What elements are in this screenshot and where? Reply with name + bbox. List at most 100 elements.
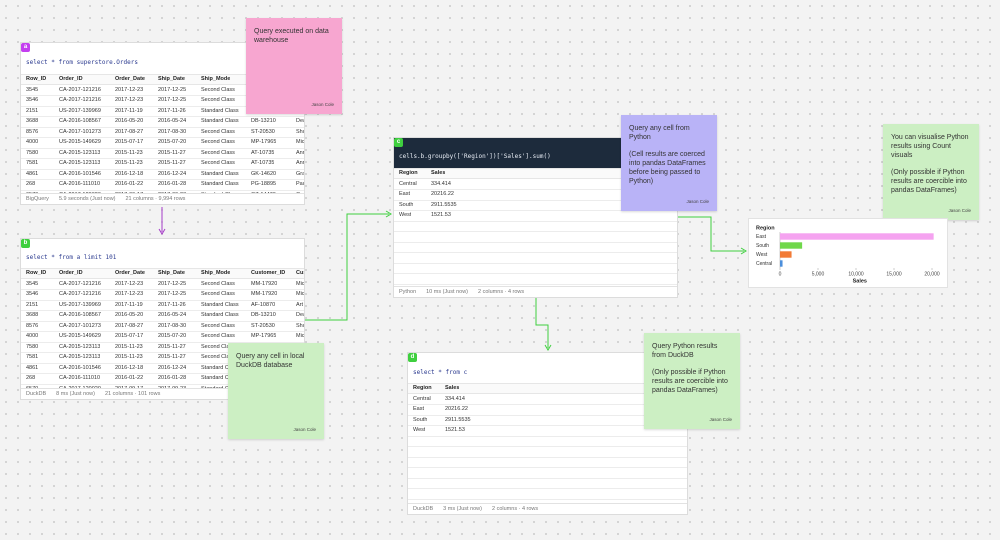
table-cell: 7581 (26, 160, 39, 166)
table-cell: 2017-11-26 (158, 301, 186, 308)
cell-footer: BigQuery 5.9 seconds (Just now) 21 columns… (21, 193, 304, 204)
row-line (408, 446, 687, 447)
table-cell: 2017-08-30 (158, 322, 187, 329)
table-cell: AT-10735 (251, 160, 275, 166)
table-cell: Central (399, 180, 417, 187)
cell-label: d (408, 353, 417, 362)
column-header: Row_ID (26, 270, 47, 276)
table-cell: Second Class (201, 291, 235, 297)
footer-source: Python (399, 289, 417, 295)
row-line (21, 352, 304, 353)
arrow-head (544, 344, 552, 351)
table-cell: 1521.53 (445, 427, 465, 433)
row-line (408, 456, 687, 458)
chart: Region Sales 0 5,000 10,000 15,000 20,000 East S… (756, 225, 940, 284)
table-cell: 3546 (26, 291, 39, 297)
table-cell: 4000 (26, 333, 39, 339)
table-cell: 8576 (26, 322, 39, 329)
row-line (21, 158, 304, 159)
cell-code: select * from c (413, 369, 468, 376)
table-cell: MP-17965 (251, 139, 277, 145)
footer-shape: 2 columns · 4 rows (478, 289, 525, 295)
table-cell: Second Class (201, 160, 235, 166)
row-line (394, 262, 677, 264)
table-cell: 2017-11-19 (115, 301, 143, 308)
row-line (21, 310, 304, 311)
table-cell: 2015-07-17 (115, 139, 144, 145)
row-line (21, 320, 304, 322)
table-cell: Shu (296, 322, 305, 329)
table-cell: Central (413, 395, 431, 402)
footer-time: 8 ms (Just now) (56, 391, 95, 397)
table-cell: US-2015-149629 (59, 139, 101, 145)
column-header: Region (399, 170, 418, 176)
table-cell: 2017-12-25 (158, 97, 187, 103)
note-text: Query executed on data warehouse (254, 28, 329, 45)
row-line (21, 105, 304, 107)
table-cell: 268 (26, 375, 36, 381)
table-cell: 2015-11-27 (158, 354, 186, 360)
table-cell: South (413, 416, 428, 423)
table-cell: MM-17920 (251, 280, 278, 287)
table-cell: 8576 (26, 128, 39, 135)
cell-footer: DuckDB 8 ms (Just now) 21 columns · 101 ro… (21, 388, 304, 399)
table-cell: 2151 (26, 301, 39, 308)
column-header: Order_ID (59, 270, 83, 276)
table-cell: CA-2016-111010 (59, 375, 101, 381)
note-text: (Only possible if Python results are coe… (891, 169, 967, 195)
column-header: Order_ID (59, 76, 83, 82)
table-cell: 2017-08-27 (115, 128, 144, 135)
header-bg (408, 383, 687, 394)
footer-source: BigQuery (26, 196, 49, 202)
table-cell: ST-20530 (251, 322, 275, 329)
x-tick-label: 15,000 (886, 271, 902, 277)
row-line (21, 373, 304, 374)
table-cell: 7581 (26, 354, 39, 360)
x-tick-label: 10,000 (848, 271, 864, 277)
table-cell: 3545 (26, 280, 39, 287)
note-text: Query Python results from DuckDB (652, 343, 718, 360)
table-cell: 2017-08-27 (115, 322, 144, 329)
sticky-note: Query any cell in local DuckDB database J… (228, 343, 324, 439)
table-cell: 2017-12-25 (158, 86, 187, 93)
row-line (21, 95, 304, 96)
table-cell: 3688 (26, 118, 39, 124)
row-line (21, 179, 304, 180)
table-cell: 2016-12-24 (158, 170, 187, 177)
cell-footer: Python 10 ms (Just now) 2 columns · 4 rows (394, 286, 677, 297)
table-cell: MP-17965 (251, 333, 277, 339)
table-cell: Dea (296, 118, 304, 124)
table-cell: 2017-11-26 (158, 107, 186, 114)
axis-title: Region (756, 225, 775, 231)
cell-code: select * from a limit 101 (26, 254, 117, 261)
sticky-note: Query Python results from DuckDB (Only po… (644, 333, 740, 429)
table-cell: Standard Class (201, 301, 239, 308)
cell: d select * from c Region Sales Central 334.41… (407, 352, 688, 515)
table-cell: CA-2015-123113 (59, 160, 101, 166)
table-cell: 2017-12-23 (115, 280, 144, 287)
table-cell: CA-2017-101273 (59, 128, 101, 135)
table-cell: 2017-12-25 (158, 291, 187, 297)
table-cell: Standard Class (201, 364, 239, 371)
note-text: Query any cell from Python (629, 125, 690, 142)
table-cell: 2017-12-23 (115, 86, 144, 93)
table-cell: Pau (296, 181, 305, 187)
table-cell: 2151 (26, 107, 39, 114)
sticky-note: Query executed on data warehouse Jason Co… (246, 18, 342, 114)
note-text: (Cell results are coerced into pandas Da… (629, 151, 706, 186)
row-line (408, 467, 687, 468)
table-cell: 2015-11-23 (115, 354, 143, 360)
table-cell: Second Class (201, 333, 235, 339)
table-cell: 2016-01-22 (115, 181, 144, 187)
arrow (305, 213, 389, 321)
row-line (408, 404, 687, 405)
table-cell: Second Class (201, 322, 235, 329)
table-cell: 2015-11-27 (158, 149, 186, 156)
table-cell: 2911.5535 (431, 201, 457, 208)
x-tick-label: 20,000 (924, 271, 940, 277)
column-header: Order_Date (115, 270, 145, 276)
table-cell: Standard Class (201, 118, 239, 124)
column-header: Region (413, 385, 432, 391)
arrow-head (385, 210, 392, 218)
